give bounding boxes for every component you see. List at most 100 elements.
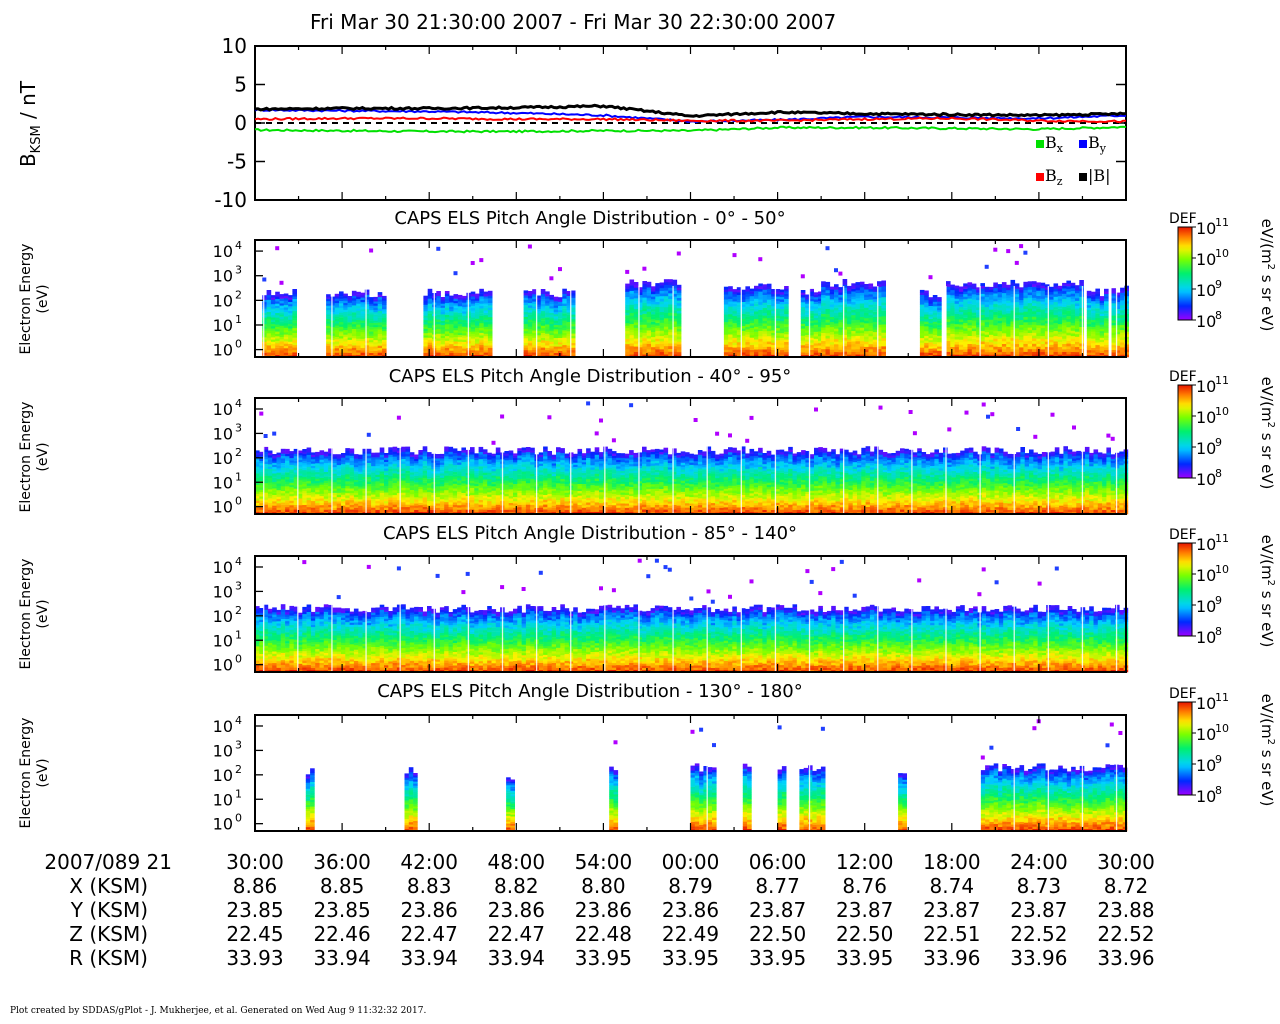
spectrogram-cell	[998, 344, 1003, 347]
spectrogram-cell	[1054, 318, 1059, 321]
spectrogram-cell	[860, 352, 865, 355]
spectrogram-cell	[1100, 351, 1105, 354]
spectrogram-cell	[1112, 318, 1117, 321]
spectrogram-cell	[963, 328, 968, 331]
spectrogram-cell	[959, 319, 964, 322]
spectrogram-cell	[337, 478, 342, 480]
spectrogram-cell	[369, 304, 374, 306]
spectrogram-cell	[972, 305, 977, 308]
spectrogram-cell	[1041, 352, 1046, 355]
spectrogram-cell	[367, 481, 372, 484]
spectrogram-cell	[350, 491, 355, 494]
spectrogram-cell	[436, 338, 441, 341]
spectrogram-cell	[881, 322, 886, 325]
spectrogram-cell	[881, 308, 886, 311]
spectrogram-cell	[1023, 295, 1028, 298]
spectrogram-cell	[298, 496, 303, 499]
spectrogram-cell	[625, 305, 630, 308]
spectrogram-cell	[1015, 294, 1020, 297]
spectrogram-cell	[462, 309, 467, 312]
spectrogram-cell	[1079, 352, 1084, 355]
spectrogram-cell	[1041, 333, 1046, 336]
spectrogram-cell	[1079, 341, 1084, 344]
spectrogram-cell	[780, 299, 785, 302]
spectrogram-cell	[1054, 289, 1059, 292]
spectrogram-cell	[358, 461, 363, 463]
spectrogram-cell	[834, 295, 839, 298]
spectrogram-ytick-exp: 0	[235, 338, 242, 351]
spectrogram-cell	[524, 305, 529, 308]
spectrogram-cell	[664, 349, 669, 352]
spectrogram-cell	[1058, 329, 1063, 332]
spectrogram-cell	[428, 350, 433, 353]
spectrogram-cell	[311, 461, 316, 464]
spectrogram-cell	[1066, 346, 1071, 349]
spectrogram-cell	[272, 490, 277, 492]
spectrogram-cell	[341, 471, 346, 474]
spectrogram-cell	[780, 302, 785, 305]
spectrogram-cell	[955, 347, 960, 350]
spectrogram-cell	[1095, 289, 1100, 292]
spectrogram-cell	[358, 457, 363, 459]
spectrogram-cell	[1079, 330, 1084, 333]
spectrogram-cell	[458, 297, 463, 300]
spectrogram-cell	[1091, 329, 1096, 332]
spectrogram-cell	[728, 314, 733, 317]
spectrogram-cell	[332, 493, 337, 495]
spectrogram-cell	[758, 352, 763, 355]
spectrogram-dot	[758, 257, 762, 261]
spectrogram-cell	[285, 475, 290, 478]
spectrogram-cell	[651, 289, 656, 292]
spectrogram-cell	[728, 286, 733, 289]
spectrogram-cell	[352, 291, 357, 294]
spectrogram-cell	[826, 328, 831, 331]
spectrogram-cell	[1054, 312, 1059, 315]
spectrogram-cell	[814, 297, 819, 300]
spectrogram-cell	[959, 299, 964, 302]
spectrogram-cell	[324, 481, 329, 484]
spectrogram-cell	[354, 473, 359, 475]
spectrogram-cell	[1049, 319, 1054, 322]
spectrogram-cell	[571, 291, 576, 294]
spectrogram-cell	[651, 347, 656, 350]
spectrogram-cell	[801, 347, 806, 350]
spectrogram-cell	[378, 327, 383, 330]
spectrogram-cell	[937, 323, 942, 325]
spectrogram-cell	[924, 333, 929, 336]
spectrogram-cell	[1079, 291, 1084, 294]
spectrogram-cell	[352, 303, 357, 306]
spectrogram-cell	[834, 341, 839, 344]
spectrogram-cell	[733, 345, 738, 348]
spectrogram-cell	[1032, 322, 1037, 325]
spectrogram-cell	[767, 307, 772, 310]
spectrogram-cell	[972, 339, 977, 342]
spectrogram-cell	[271, 295, 276, 298]
spectrogram-cell	[968, 338, 973, 341]
spectrogram-cell	[1120, 345, 1125, 348]
spectrogram-cell	[1036, 293, 1041, 296]
spectrogram-cell	[980, 325, 985, 328]
spectrogram-cell	[847, 316, 852, 319]
spectrogram-cell	[724, 347, 729, 350]
spectrogram-cell	[554, 308, 559, 311]
spectrogram-cell	[869, 347, 874, 350]
spectrogram-cell	[1015, 320, 1020, 323]
spectrogram-cell	[834, 315, 839, 318]
spectrogram-cell	[1019, 350, 1024, 353]
spectrogram-cell	[562, 320, 567, 323]
spectrogram-cell	[630, 349, 635, 352]
spectrogram-cell	[1015, 286, 1020, 289]
spectrogram-cell	[821, 333, 826, 336]
spectrogram-cell	[881, 327, 886, 330]
spectrogram-cell	[277, 488, 282, 491]
spectrogram-cell	[358, 476, 363, 478]
spectrogram-cell	[1079, 310, 1084, 313]
spectrogram-cell	[471, 292, 476, 295]
spectrogram-cell	[458, 315, 463, 318]
spectrogram-cell	[367, 507, 372, 510]
spectrogram-cell	[428, 340, 433, 343]
spectrogram-cell	[330, 333, 335, 336]
spectrogram-cell	[436, 293, 441, 296]
spectrogram-cell	[950, 295, 955, 298]
spectrogram-cell	[1058, 316, 1063, 319]
